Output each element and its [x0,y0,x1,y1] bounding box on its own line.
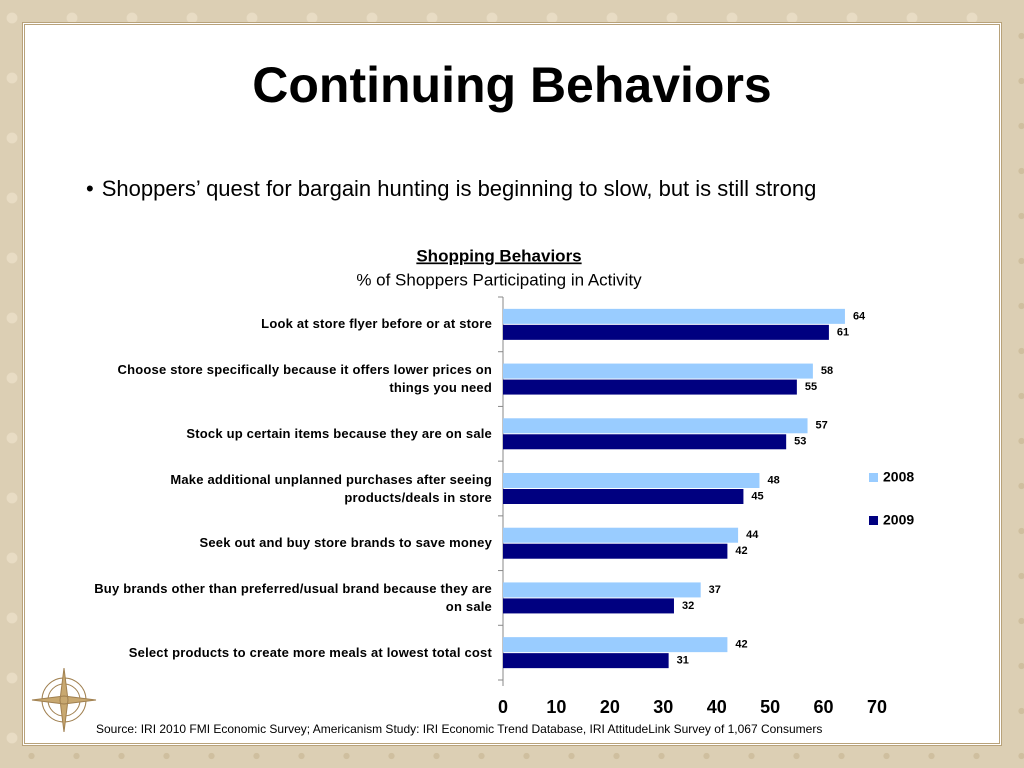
category-label: Buy brands other than preferred/usual br… [94,580,492,614]
value-label: 37 [709,584,721,596]
category-label: Select products to create more meals at … [128,644,492,660]
bar [503,473,760,488]
bar [503,363,813,379]
bar [503,637,728,653]
bar [503,324,829,340]
bar [503,543,728,559]
value-label: 32 [682,600,694,612]
category-label: Choose store specifically because it off… [117,362,492,396]
bar [503,527,739,543]
value-label: 31 [677,655,689,667]
legend-swatch [869,473,878,482]
value-label: 57 [816,420,828,432]
x-tick-label: 40 [707,697,727,717]
legend-label: 2008 [883,469,914,485]
bar [503,489,744,504]
bullet: Shoppers’ quest for bargain hunting is b… [86,176,817,202]
compass [31,667,97,733]
legend-label: 2009 [883,512,914,528]
x-tick-label: 0 [498,697,508,717]
value-label: 48 [767,474,779,486]
x-tick-label: 50 [760,697,780,717]
legend-swatch [869,516,878,525]
category-label: Make additional unplanned purchases afte… [170,471,492,505]
bar [503,418,808,434]
category-label: Seek out and buy store brands to save mo… [199,535,492,551]
chart-title: Shopping Behaviors [416,246,581,265]
value-label: 53 [794,436,806,448]
x-tick-label: 20 [600,697,620,717]
value-label: 45 [751,490,763,502]
bar [503,434,787,450]
x-tick-label: 30 [653,697,673,717]
chart-subtitle: % of Shoppers Participating in Activity [356,270,642,289]
x-tick-label: 70 [867,697,887,717]
value-label: 58 [821,365,833,377]
x-tick-label: 10 [546,697,566,717]
value-label: 61 [837,326,849,338]
value-label: 42 [735,639,747,651]
value-label: 44 [746,529,759,541]
bar [503,379,797,395]
bar [503,598,674,614]
value-label: 55 [805,381,817,393]
bar [503,582,701,598]
source-note: Source: IRI 2010 FMI Economic Survey; Am… [96,722,823,736]
value-label: 64 [853,310,866,322]
x-tick-label: 60 [814,697,834,717]
category-label: Stock up certain items because they are … [186,425,492,441]
value-label: 42 [735,545,747,557]
slide-title: Continuing Behaviors [252,57,772,113]
bar [503,308,845,324]
bar [503,653,669,669]
category-label: Look at store flyer before or at store [261,316,492,332]
